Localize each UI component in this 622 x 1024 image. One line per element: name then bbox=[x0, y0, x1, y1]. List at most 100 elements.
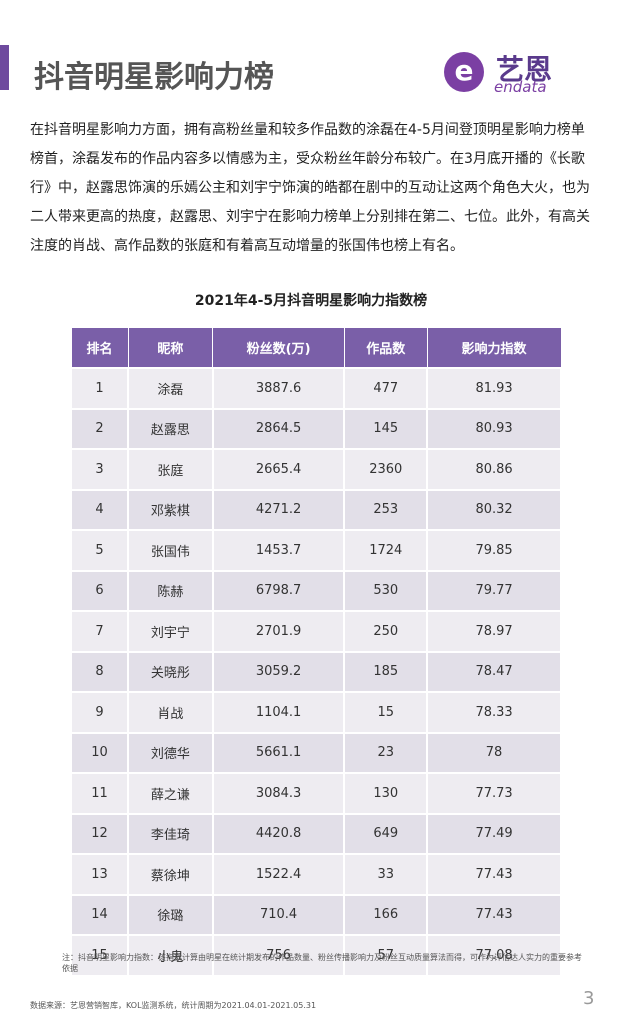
table-row: 12 李佳琦 4420.8 649 77.49 bbox=[69, 812, 562, 855]
table-cell: 80.93 bbox=[426, 407, 562, 450]
table-cell: 关晓彤 bbox=[127, 650, 214, 693]
table-row: 10 刘德华 5661.1 23 78 bbox=[69, 731, 562, 774]
table-cell: 77.08 bbox=[426, 934, 562, 977]
table-cell: 77.43 bbox=[426, 893, 562, 936]
table-cell: 2864.5 bbox=[211, 407, 346, 450]
table-cell: 79.85 bbox=[426, 529, 562, 572]
page-number: 3 bbox=[583, 988, 595, 1009]
table-row: 7 刘宇宁 2701.9 250 78.97 bbox=[69, 610, 562, 653]
logo: e 艺恩 endata bbox=[444, 48, 574, 96]
table-cell: 8 bbox=[69, 650, 130, 693]
table-cell: 张庭 bbox=[127, 448, 214, 491]
table-title: 2021年4-5月抖音明星影响力指数榜 bbox=[194, 293, 428, 309]
table-row: 4 邓紫棋 4271.2 253 80.32 bbox=[69, 488, 562, 531]
table-cell: 78.47 bbox=[426, 650, 562, 693]
table-cell: 4420.8 bbox=[211, 812, 346, 855]
table-cell: 11 bbox=[69, 772, 130, 815]
table-row: 8 关晓彤 3059.2 185 78.47 bbox=[69, 650, 562, 693]
table-cell: 涂磊 bbox=[127, 367, 214, 410]
table-cell: 10 bbox=[69, 731, 130, 774]
column-header: 影响力指数 bbox=[426, 327, 562, 369]
accent-bar bbox=[0, 45, 9, 90]
table-cell: 刘德华 bbox=[127, 731, 214, 774]
table-cell: 145 bbox=[343, 407, 429, 450]
table-cell: 邓紫棋 bbox=[127, 488, 214, 531]
table-cell: 530 bbox=[343, 569, 429, 612]
table-cell: 4 bbox=[69, 488, 130, 531]
table-cell: 23 bbox=[343, 731, 429, 774]
table-cell: 3 bbox=[69, 448, 130, 491]
table-cell: 78 bbox=[426, 731, 562, 774]
table-cell: 6798.7 bbox=[211, 569, 346, 612]
table-cell: 80.86 bbox=[426, 448, 562, 491]
logo-sub: endata bbox=[494, 78, 547, 96]
table-cell: 649 bbox=[343, 812, 429, 855]
table-cell: 1453.7 bbox=[211, 529, 346, 572]
table-cell: 5661.1 bbox=[211, 731, 346, 774]
table-cell: 250 bbox=[343, 610, 429, 653]
ranking-table: 排名 昵称 粉丝数(万) 作品数 影响力指数 1 涂磊 3887.6 477 81.93 2 赵露思 2… bbox=[69, 327, 562, 977]
table-row: 15 小鬼 756 57 77.08 bbox=[69, 934, 562, 977]
table-cell: 78.97 bbox=[426, 610, 562, 653]
table-cell: 77.43 bbox=[426, 853, 562, 896]
table-row: 1 涂磊 3887.6 477 81.93 bbox=[69, 367, 562, 410]
footnote: 注：抖音明星影响力指数：该指数计算由明星在统计期发布的作品数量、粉丝传播影响力及… bbox=[62, 953, 582, 973]
table-cell: 陈赫 bbox=[127, 569, 214, 612]
table-cell: 14 bbox=[69, 893, 130, 936]
table-row: 5 张国伟 1453.7 1724 79.85 bbox=[69, 529, 562, 572]
table-cell: 小鬼 bbox=[127, 934, 214, 977]
table-cell: 1 bbox=[69, 367, 130, 410]
table-row: 2 赵露思 2864.5 145 80.93 bbox=[69, 407, 562, 450]
table-cell: 15 bbox=[69, 934, 130, 977]
table-cell: 6 bbox=[69, 569, 130, 612]
column-header: 作品数 bbox=[343, 327, 428, 369]
table-cell: 12 bbox=[69, 812, 130, 855]
table-cell: 9 bbox=[69, 691, 130, 734]
column-header: 排名 bbox=[70, 327, 129, 369]
table-cell: 80.32 bbox=[426, 488, 562, 531]
table-cell: 33 bbox=[343, 853, 429, 896]
table-cell: 4271.2 bbox=[211, 488, 346, 531]
table-cell: 2665.4 bbox=[211, 448, 346, 491]
table-cell: 蔡徐坤 bbox=[127, 853, 214, 896]
table-cell: 81.93 bbox=[426, 367, 562, 410]
table-cell: 185 bbox=[343, 650, 429, 693]
table-cell: 2360 bbox=[343, 448, 429, 491]
table-row: 14 徐璐 710.4 166 77.43 bbox=[69, 893, 562, 936]
paragraph: 在抖音明星影响力方面，拥有高粉丝量和较多作品数的涂磊在4-5月间登顶明星影响力榜… bbox=[30, 122, 590, 254]
table-cell: 3887.6 bbox=[211, 367, 346, 410]
table-cell: 477 bbox=[343, 367, 429, 410]
table-cell: 李佳琦 bbox=[127, 812, 214, 855]
table-cell: 13 bbox=[69, 853, 130, 896]
table-cell: 徐璐 bbox=[127, 893, 214, 936]
table-cell: 15 bbox=[343, 691, 429, 734]
table-cell: 薛之谦 bbox=[127, 772, 214, 815]
table-cell: 3084.3 bbox=[211, 772, 346, 815]
table-cell: 1724 bbox=[343, 529, 429, 572]
table-cell: 78.33 bbox=[426, 691, 562, 734]
table-cell: 赵露思 bbox=[127, 407, 214, 450]
page-title: 抖音明星影响力榜 bbox=[34, 60, 274, 95]
table-cell: 756 bbox=[211, 934, 346, 977]
table-cell: 7 bbox=[69, 610, 130, 653]
table-cell: 77.49 bbox=[426, 812, 562, 855]
table-cell: 张国伟 bbox=[127, 529, 214, 572]
table-cell: 2 bbox=[69, 407, 130, 450]
source: 数据来源：艺恩营销智库，KOL监测系统，统计周期为2021.04.01-2021… bbox=[30, 1001, 317, 1010]
table-cell: 77.73 bbox=[426, 772, 562, 815]
header-row: 排名 昵称 粉丝数(万) 作品数 影响力指数 bbox=[70, 327, 562, 369]
table-cell: 57 bbox=[343, 934, 429, 977]
table-row: 11 薛之谦 3084.3 130 77.73 bbox=[69, 772, 562, 815]
table-cell: 253 bbox=[343, 488, 429, 531]
table-cell: 2701.9 bbox=[211, 610, 346, 653]
table-cell: 1104.1 bbox=[211, 691, 346, 734]
logo-icon: e bbox=[444, 52, 484, 92]
column-header: 昵称 bbox=[127, 327, 214, 369]
logo-brand: 艺恩 bbox=[496, 53, 553, 86]
column-header: 粉丝数(万) bbox=[212, 327, 345, 369]
table-cell: 166 bbox=[343, 893, 429, 936]
table-cell: 5 bbox=[69, 529, 130, 572]
table-cell: 刘宇宁 bbox=[127, 610, 214, 653]
table-row: 6 陈赫 6798.7 530 79.77 bbox=[69, 569, 562, 612]
